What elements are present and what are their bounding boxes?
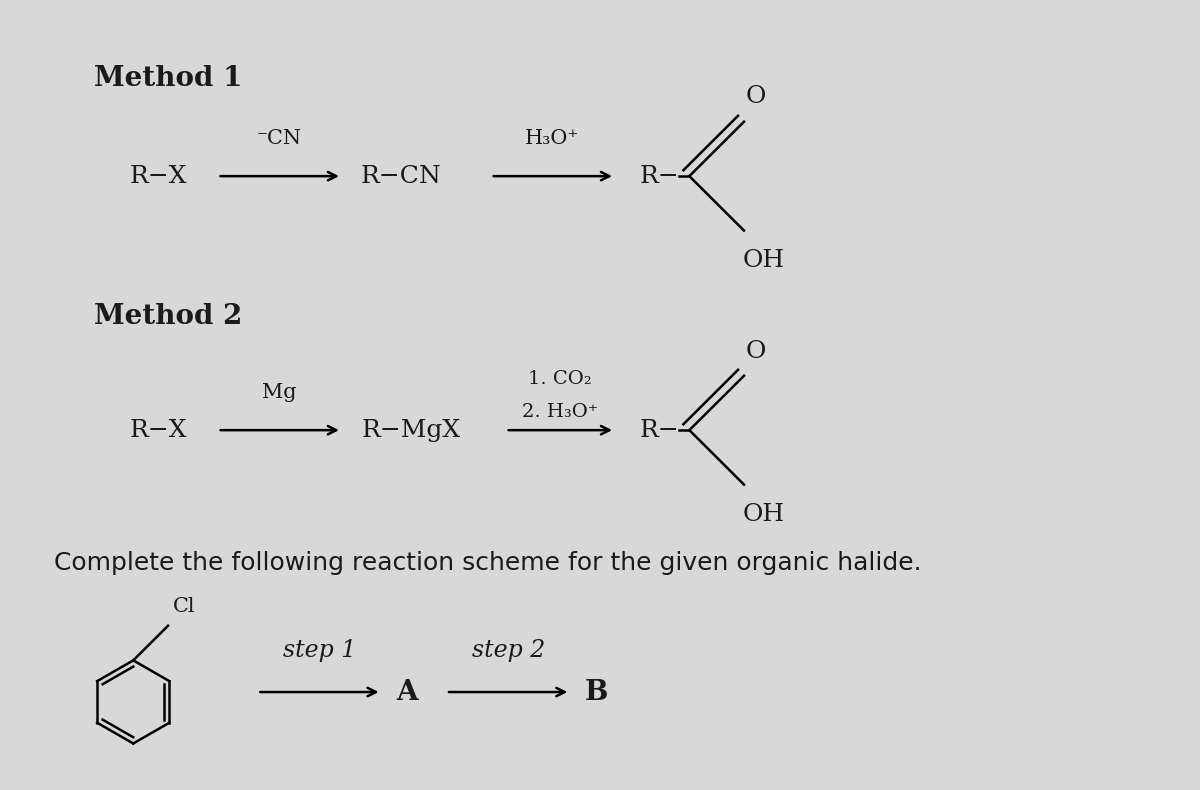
Text: Method 1: Method 1 [94,65,242,92]
Text: step 1: step 1 [283,639,356,662]
Text: R−X: R−X [130,164,187,188]
Text: ⁻CN: ⁻CN [257,129,302,148]
Text: R−: R− [640,164,679,188]
Text: Cl: Cl [173,597,196,616]
Text: H₃O⁺: H₃O⁺ [526,129,580,148]
Text: 2. H₃O⁺: 2. H₃O⁺ [522,404,599,421]
Text: Complete the following reaction scheme for the given organic halide.: Complete the following reaction scheme f… [54,551,922,575]
Text: step 2: step 2 [472,639,545,662]
Text: O: O [745,85,766,108]
Text: B: B [586,679,608,705]
Text: O: O [745,340,766,363]
Text: R−CN: R−CN [361,164,442,188]
Text: R−X: R−X [130,419,187,442]
Text: A: A [396,679,418,705]
Text: OH: OH [743,502,785,526]
Text: Mg: Mg [262,383,296,402]
Text: 1. CO₂: 1. CO₂ [528,370,592,388]
Text: R−MgX: R−MgX [361,419,461,442]
Text: OH: OH [743,249,785,272]
Text: R−: R− [640,419,679,442]
Text: Method 2: Method 2 [94,303,242,330]
